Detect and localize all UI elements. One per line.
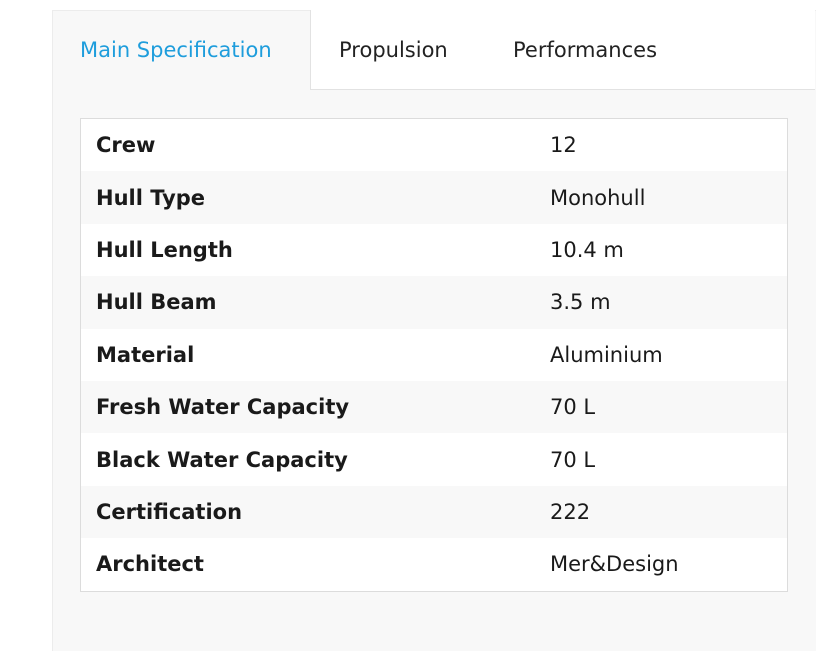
spec-label: Material — [96, 342, 195, 367]
table-row: Black Water Capacity 70 L — [81, 433, 787, 485]
spec-label: Fresh Water Capacity — [96, 395, 350, 420]
table-row: Hull Length 10.4 m — [81, 224, 787, 276]
spec-value: 3.5 m — [550, 290, 611, 315]
table-row: Hull Beam 3.5 m — [81, 276, 787, 329]
spec-label: Hull Type — [96, 185, 206, 210]
tab-main-specification[interactable]: Main Specification — [80, 38, 272, 62]
spec-label: Certification — [96, 499, 243, 524]
tab-propulsion[interactable]: Propulsion — [339, 38, 448, 62]
spec-label: Crew — [96, 133, 156, 158]
spec-value: 10.4 m — [550, 237, 624, 262]
spec-label: Hull Beam — [96, 290, 217, 315]
table-row: Fresh Water Capacity 70 L — [81, 380, 787, 434]
table-row: Crew 12 — [81, 119, 787, 171]
spec-value: Aluminium — [550, 342, 663, 367]
spec-label: Hull Length — [96, 237, 233, 262]
spec-value: 222 — [550, 499, 591, 524]
divider — [310, 10, 311, 90]
spec-value: Monohull — [550, 185, 646, 210]
table-row: Certification 222 — [81, 485, 787, 539]
spec-value: Mer&Design — [550, 552, 679, 577]
tab-bar: Main Specification Propulsion Performanc… — [52, 10, 815, 90]
spec-table: Crew 12 Hull Type Monohull Hull Length 10.4 m… — [80, 118, 788, 592]
spec-value: 70 L — [550, 395, 596, 420]
table-row: Hull Type Monohull — [81, 171, 787, 224]
table-row: Material Aluminium — [81, 329, 787, 381]
tab-performances[interactable]: Performances — [513, 38, 658, 62]
spec-value: 70 L — [550, 447, 596, 472]
spec-value: 12 — [550, 133, 577, 158]
spec-label: Black Water Capacity — [96, 447, 348, 472]
spec-label: Architect — [96, 552, 204, 577]
table-row: Architect Mer&Design — [81, 538, 787, 590]
